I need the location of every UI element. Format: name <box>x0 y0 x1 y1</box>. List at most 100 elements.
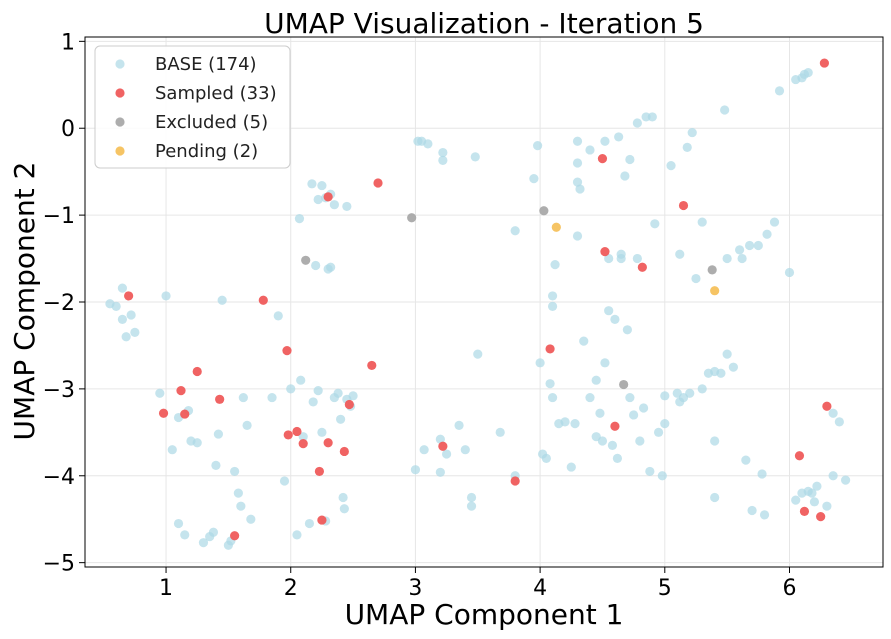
y-tick-label: 0 <box>61 117 75 142</box>
base-point <box>691 273 701 284</box>
base-point <box>803 68 813 78</box>
base-point <box>625 154 635 165</box>
base-point <box>466 501 477 511</box>
base-point <box>533 141 543 151</box>
base-point <box>208 527 219 537</box>
base-point <box>460 445 470 455</box>
base-point <box>441 449 452 459</box>
base-point <box>342 201 352 212</box>
legend-label: BASE (174) <box>155 54 257 75</box>
sampled-point <box>822 401 832 411</box>
series-excluded <box>301 206 717 390</box>
base-point <box>720 105 730 115</box>
base-point <box>759 510 770 520</box>
base-point <box>645 466 655 477</box>
sampled-point <box>298 439 308 449</box>
sampled-point <box>230 531 240 541</box>
sampled-point <box>283 430 293 440</box>
base-point <box>529 174 539 184</box>
sampled-point <box>819 58 829 68</box>
data-points <box>105 58 851 550</box>
base-point <box>541 453 551 463</box>
sampled-point <box>176 386 186 396</box>
base-point <box>840 475 851 485</box>
base-point <box>774 86 785 96</box>
base-point <box>653 427 664 437</box>
base-point <box>604 253 614 264</box>
base-point <box>560 417 570 427</box>
base-point <box>510 226 520 236</box>
sampled-point <box>258 295 268 305</box>
legend-box <box>94 45 291 169</box>
base-point <box>547 291 558 301</box>
base-point <box>607 440 618 450</box>
base-point <box>600 136 610 146</box>
base-point <box>682 142 692 152</box>
base-point <box>660 391 670 401</box>
base-point <box>697 384 707 394</box>
base-point <box>784 267 795 278</box>
base-point <box>572 136 583 146</box>
base-point <box>741 455 751 465</box>
series-sampled <box>124 58 832 541</box>
base-point <box>566 462 576 472</box>
base-point <box>685 388 695 398</box>
base-point <box>547 301 558 311</box>
base-point <box>296 375 306 385</box>
base-point <box>722 349 732 359</box>
base-point <box>435 467 445 477</box>
base-point <box>575 184 585 194</box>
base-point <box>791 495 801 505</box>
base-point <box>809 497 820 507</box>
base-point <box>286 384 296 394</box>
base-point <box>336 414 346 424</box>
sampled-point <box>323 192 333 202</box>
base-point <box>126 310 136 320</box>
legend-marker <box>115 88 125 98</box>
base-point <box>639 403 649 413</box>
x-tick-label: 6 <box>782 576 796 601</box>
base-point <box>610 314 620 324</box>
x-tick-label: 2 <box>284 576 298 601</box>
base-point <box>612 453 623 463</box>
base-point <box>834 417 844 427</box>
base-point <box>710 492 720 503</box>
base-point <box>547 392 558 403</box>
y-tick-label: −1 <box>43 204 75 229</box>
sampled-point <box>794 451 805 461</box>
sampled-point <box>637 262 647 272</box>
base-point <box>735 245 745 255</box>
base-point <box>307 179 317 189</box>
base-point <box>625 392 635 403</box>
base-point <box>757 469 767 479</box>
sampled-point <box>292 426 302 437</box>
base-point <box>279 476 290 486</box>
base-point <box>180 530 190 540</box>
base-point <box>339 504 349 514</box>
base-point <box>495 427 505 437</box>
base-point <box>675 249 685 259</box>
y-axis-label: UMAP Component 2 <box>8 162 41 441</box>
y-tick-label: −2 <box>43 291 75 316</box>
base-point <box>579 336 589 346</box>
sampled-point <box>282 346 292 356</box>
base-point <box>423 139 433 149</box>
base-point <box>333 388 343 398</box>
legend: BASE (174) Sampled (33) Excluded (5) Pendin… <box>94 45 291 169</box>
base-point <box>308 397 318 407</box>
base-point <box>198 538 209 548</box>
base-point <box>616 253 626 264</box>
base-point <box>211 460 221 470</box>
sampled-point <box>510 476 520 486</box>
base-point <box>635 436 645 446</box>
base-point <box>326 262 336 272</box>
chart-title: UMAP Visualization - Iteration 5 <box>264 7 704 40</box>
base-point <box>622 325 632 335</box>
base-point <box>242 420 252 430</box>
base-point <box>121 332 131 342</box>
base-point <box>438 147 448 158</box>
base-point <box>317 427 327 437</box>
sampled-point <box>180 409 190 419</box>
base-point <box>292 530 302 540</box>
